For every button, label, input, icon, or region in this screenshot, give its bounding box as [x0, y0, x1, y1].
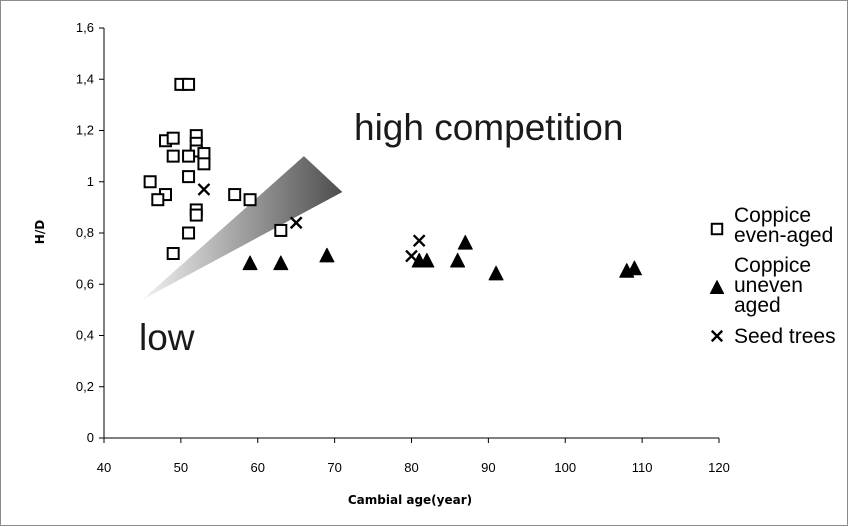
point-square [166, 247, 180, 260]
x-tick-label: 70 [327, 460, 341, 475]
x-tick-label: 100 [554, 460, 576, 475]
point-square [243, 193, 257, 207]
annotation-low: low [139, 317, 195, 358]
annotation-high-competition: high competition [354, 107, 623, 148]
point-square [274, 223, 288, 237]
legend-label: even-aged [734, 224, 833, 247]
point-square [143, 175, 157, 189]
point-square [182, 226, 196, 240]
legend-item: Seed trees [710, 325, 836, 348]
x-tick-label: 110 [632, 460, 653, 475]
point-x [289, 216, 303, 230]
x-tick-label: 120 [708, 460, 730, 475]
point-triangle [488, 265, 504, 281]
y-tick-labels: 0 0,2 0,4 0,6 0,8 1 1,2 1,4 1,6 [76, 20, 94, 445]
x-tick-label: 40 [97, 460, 111, 475]
x-tick-label: 50 [174, 460, 188, 475]
y-tick-label: 1,2 [76, 123, 94, 138]
y-tick-label: 1,6 [76, 20, 94, 35]
x-tick-labels: 40 50 60 70 80 90 100 110 120 [97, 460, 730, 475]
data-points [143, 77, 642, 281]
y-tick-label: 0 [87, 430, 94, 445]
legend-label: aged [734, 294, 781, 317]
legend-label: uneven [734, 274, 803, 297]
y-axis-title: H/D [33, 220, 47, 244]
x-tick-label: 60 [251, 460, 265, 475]
point-square [189, 208, 203, 222]
legend-marker-triangle [709, 280, 725, 295]
point-square [166, 131, 180, 145]
point-triangle [419, 252, 435, 268]
competition-gradient-wedge [142, 156, 343, 300]
y-tick-label: 0,2 [76, 379, 94, 394]
point-x [197, 183, 211, 196]
x-axis-title: Cambial age(year) [348, 493, 472, 507]
y-tick-label: 0,6 [76, 276, 94, 291]
legend-label: Seed trees [734, 325, 836, 348]
legend-label: Coppice [734, 204, 811, 227]
x-tick-label: 80 [404, 460, 418, 475]
point-square [197, 157, 211, 171]
point-x [405, 249, 418, 263]
legend-marker-x [710, 329, 724, 343]
axes [99, 27, 720, 443]
point-x [412, 234, 426, 248]
point-square [182, 149, 196, 163]
point-square [182, 77, 196, 91]
point-triangle [242, 255, 258, 271]
y-tick-label: 1,4 [76, 71, 94, 86]
point-triangle [450, 252, 466, 268]
point-triangle [626, 260, 642, 276]
point-square [151, 193, 165, 207]
legend-marker-square [710, 222, 724, 236]
legend-label: Coppice [734, 254, 811, 277]
point-square [182, 170, 196, 184]
point-square [166, 149, 180, 163]
x-tick-label: 90 [481, 460, 495, 475]
point-triangle [273, 255, 289, 271]
point-triangle [319, 247, 335, 263]
point-square [228, 188, 242, 202]
y-tick-label: 0,8 [76, 225, 94, 240]
point-triangle [457, 234, 473, 250]
y-tick-label: 1 [87, 174, 94, 189]
y-tick-label: 0,4 [76, 328, 94, 343]
